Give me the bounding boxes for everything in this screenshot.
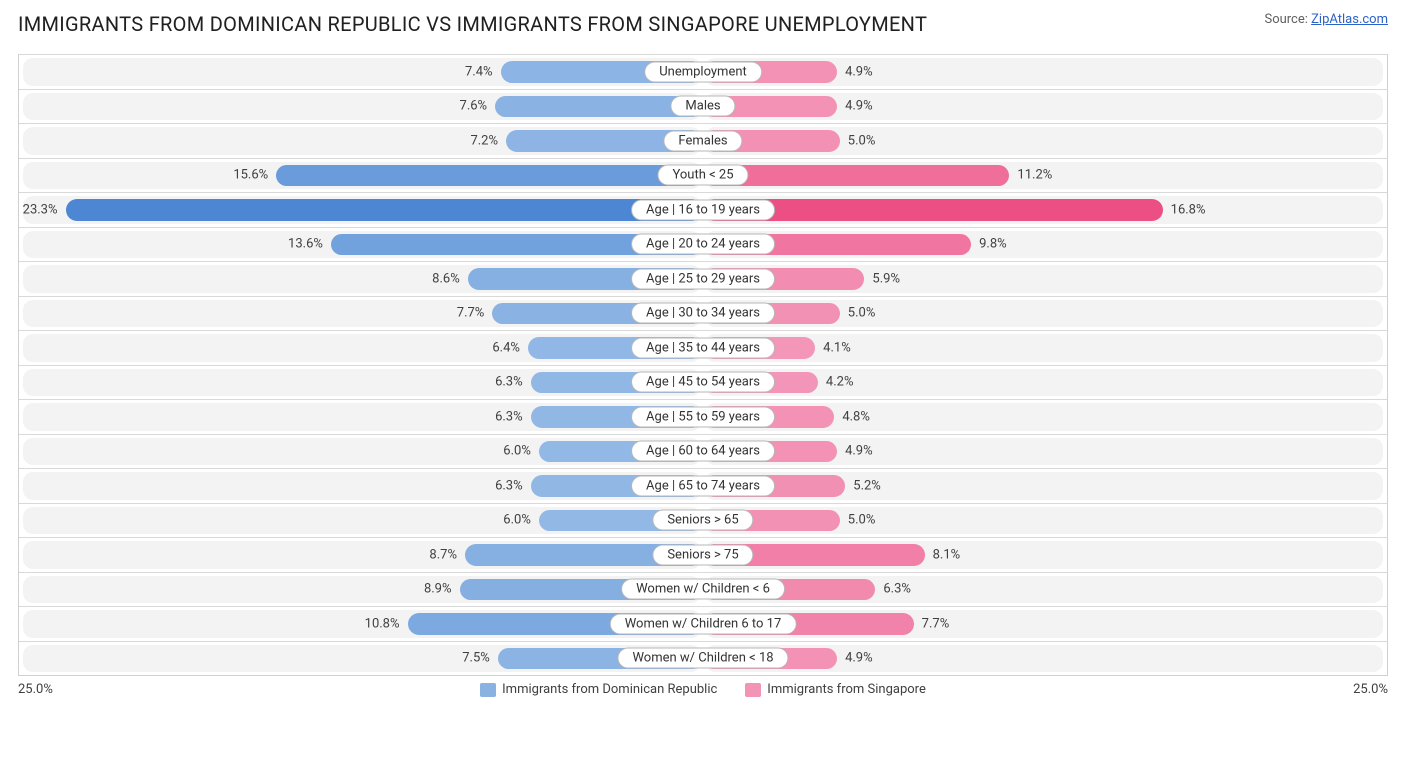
category-label: Age | 65 to 74 years — [631, 475, 775, 496]
legend-label-right: Immigrants from Singapore — [767, 682, 926, 697]
value-left: 7.5% — [462, 651, 490, 666]
chart-title: IMMIGRANTS FROM DOMINICAN REPUBLIC VS IM… — [18, 12, 927, 36]
chart-row: 6.0% 5.0% Seniors > 65 — [19, 503, 1387, 538]
value-left: 7.4% — [465, 64, 493, 79]
chart-row: 7.4% 4.9% Unemployment — [19, 54, 1387, 89]
category-label: Age | 45 to 54 years — [631, 372, 775, 393]
chart-footer: 25.0% Immigrants from Dominican Republic… — [18, 682, 1388, 697]
value-right: 9.8% — [979, 237, 1007, 252]
value-left: 6.3% — [495, 375, 523, 390]
source-link[interactable]: ZipAtlas.com — [1311, 12, 1388, 27]
value-left: 8.6% — [432, 271, 460, 286]
value-right: 5.0% — [848, 306, 876, 321]
value-right: 4.8% — [842, 409, 870, 424]
value-right: 6.3% — [883, 582, 911, 597]
category-label: Age | 20 to 24 years — [631, 234, 775, 255]
chart-row: 15.6% 11.2% Youth < 25 — [19, 158, 1387, 193]
value-right: 4.2% — [826, 375, 854, 390]
value-left: 6.3% — [495, 409, 523, 424]
source-attribution: Source: ZipAtlas.com — [1264, 12, 1388, 27]
diverging-bar-chart: 7.4% 4.9% Unemployment 7.6% 4.9% Males 7.2% 5.0… — [18, 54, 1388, 676]
chart-row: 6.3% 5.2% Age | 65 to 74 years — [19, 468, 1387, 503]
category-label: Seniors > 65 — [652, 510, 753, 531]
value-right: 4.1% — [823, 340, 851, 355]
chart-row: 7.7% 5.0% Age | 30 to 34 years — [19, 296, 1387, 331]
bar-left — [276, 165, 703, 187]
chart-row: 8.7% 8.1% Seniors > 75 — [19, 537, 1387, 572]
value-left: 10.8% — [365, 616, 400, 631]
chart-header: IMMIGRANTS FROM DOMINICAN REPUBLIC VS IM… — [18, 12, 1388, 36]
category-label: Age | 25 to 29 years — [631, 268, 775, 289]
axis-left-max: 25.0% — [18, 682, 53, 697]
chart-row: 23.3% 16.8% Age | 16 to 19 years — [19, 192, 1387, 227]
value-left: 8.9% — [424, 582, 452, 597]
chart-row: 13.6% 9.8% Age | 20 to 24 years — [19, 227, 1387, 262]
value-left: 15.6% — [233, 168, 268, 183]
value-right: 7.7% — [922, 616, 950, 631]
category-label: Youth < 25 — [657, 165, 748, 186]
value-right: 16.8% — [1171, 202, 1206, 217]
legend: Immigrants from Dominican Republic Immig… — [480, 682, 926, 697]
chart-row: 8.9% 6.3% Women w/ Children < 6 — [19, 572, 1387, 607]
axis-right-max: 25.0% — [1353, 682, 1388, 697]
value-left: 13.6% — [288, 237, 323, 252]
value-right: 4.9% — [845, 99, 873, 114]
category-label: Age | 16 to 19 years — [631, 199, 775, 220]
value-left: 6.4% — [492, 340, 520, 355]
chart-row: 7.2% 5.0% Females — [19, 123, 1387, 158]
bar-left — [66, 199, 703, 221]
category-label: Males — [670, 96, 735, 117]
value-right: 5.9% — [872, 271, 900, 286]
value-left: 8.7% — [429, 547, 457, 562]
category-label: Age | 60 to 64 years — [631, 441, 775, 462]
legend-swatch-left — [480, 683, 496, 697]
value-left: 7.7% — [457, 306, 485, 321]
legend-swatch-right — [745, 683, 761, 697]
category-label: Age | 55 to 59 years — [631, 406, 775, 427]
category-label: Unemployment — [644, 61, 762, 82]
category-label: Age | 30 to 34 years — [631, 303, 775, 324]
chart-row: 6.4% 4.1% Age | 35 to 44 years — [19, 330, 1387, 365]
category-label: Females — [663, 130, 742, 151]
chart-row: 6.3% 4.8% Age | 55 to 59 years — [19, 399, 1387, 434]
source-prefix: Source: — [1264, 12, 1311, 27]
chart-row: 7.6% 4.9% Males — [19, 89, 1387, 124]
category-label: Women w/ Children < 6 — [621, 579, 785, 600]
category-label: Women w/ Children < 18 — [617, 648, 788, 669]
category-label: Seniors > 75 — [652, 544, 753, 565]
category-label: Age | 35 to 44 years — [631, 337, 775, 358]
value-right: 5.0% — [848, 513, 876, 528]
chart-row: 7.5% 4.9% Women w/ Children < 18 — [19, 641, 1387, 676]
value-left: 6.0% — [503, 444, 531, 459]
legend-item-left: Immigrants from Dominican Republic — [480, 682, 717, 697]
value-right: 5.0% — [848, 133, 876, 148]
value-right: 8.1% — [933, 547, 961, 562]
chart-row: 6.3% 4.2% Age | 45 to 54 years — [19, 365, 1387, 400]
legend-item-right: Immigrants from Singapore — [745, 682, 926, 697]
value-left: 23.3% — [23, 202, 58, 217]
category-label: Women w/ Children 6 to 17 — [610, 613, 797, 634]
bar-right — [703, 165, 1009, 187]
value-right: 4.9% — [845, 64, 873, 79]
value-right: 11.2% — [1017, 168, 1052, 183]
value-left: 6.3% — [495, 478, 523, 493]
value-left: 6.0% — [503, 513, 531, 528]
chart-row: 6.0% 4.9% Age | 60 to 64 years — [19, 434, 1387, 469]
value-left: 7.2% — [470, 133, 498, 148]
value-right: 4.9% — [845, 444, 873, 459]
value-right: 5.2% — [853, 478, 881, 493]
chart-row: 10.8% 7.7% Women w/ Children 6 to 17 — [19, 606, 1387, 641]
value-right: 4.9% — [845, 651, 873, 666]
chart-row: 8.6% 5.9% Age | 25 to 29 years — [19, 261, 1387, 296]
legend-label-left: Immigrants from Dominican Republic — [502, 682, 717, 697]
value-left: 7.6% — [460, 99, 488, 114]
